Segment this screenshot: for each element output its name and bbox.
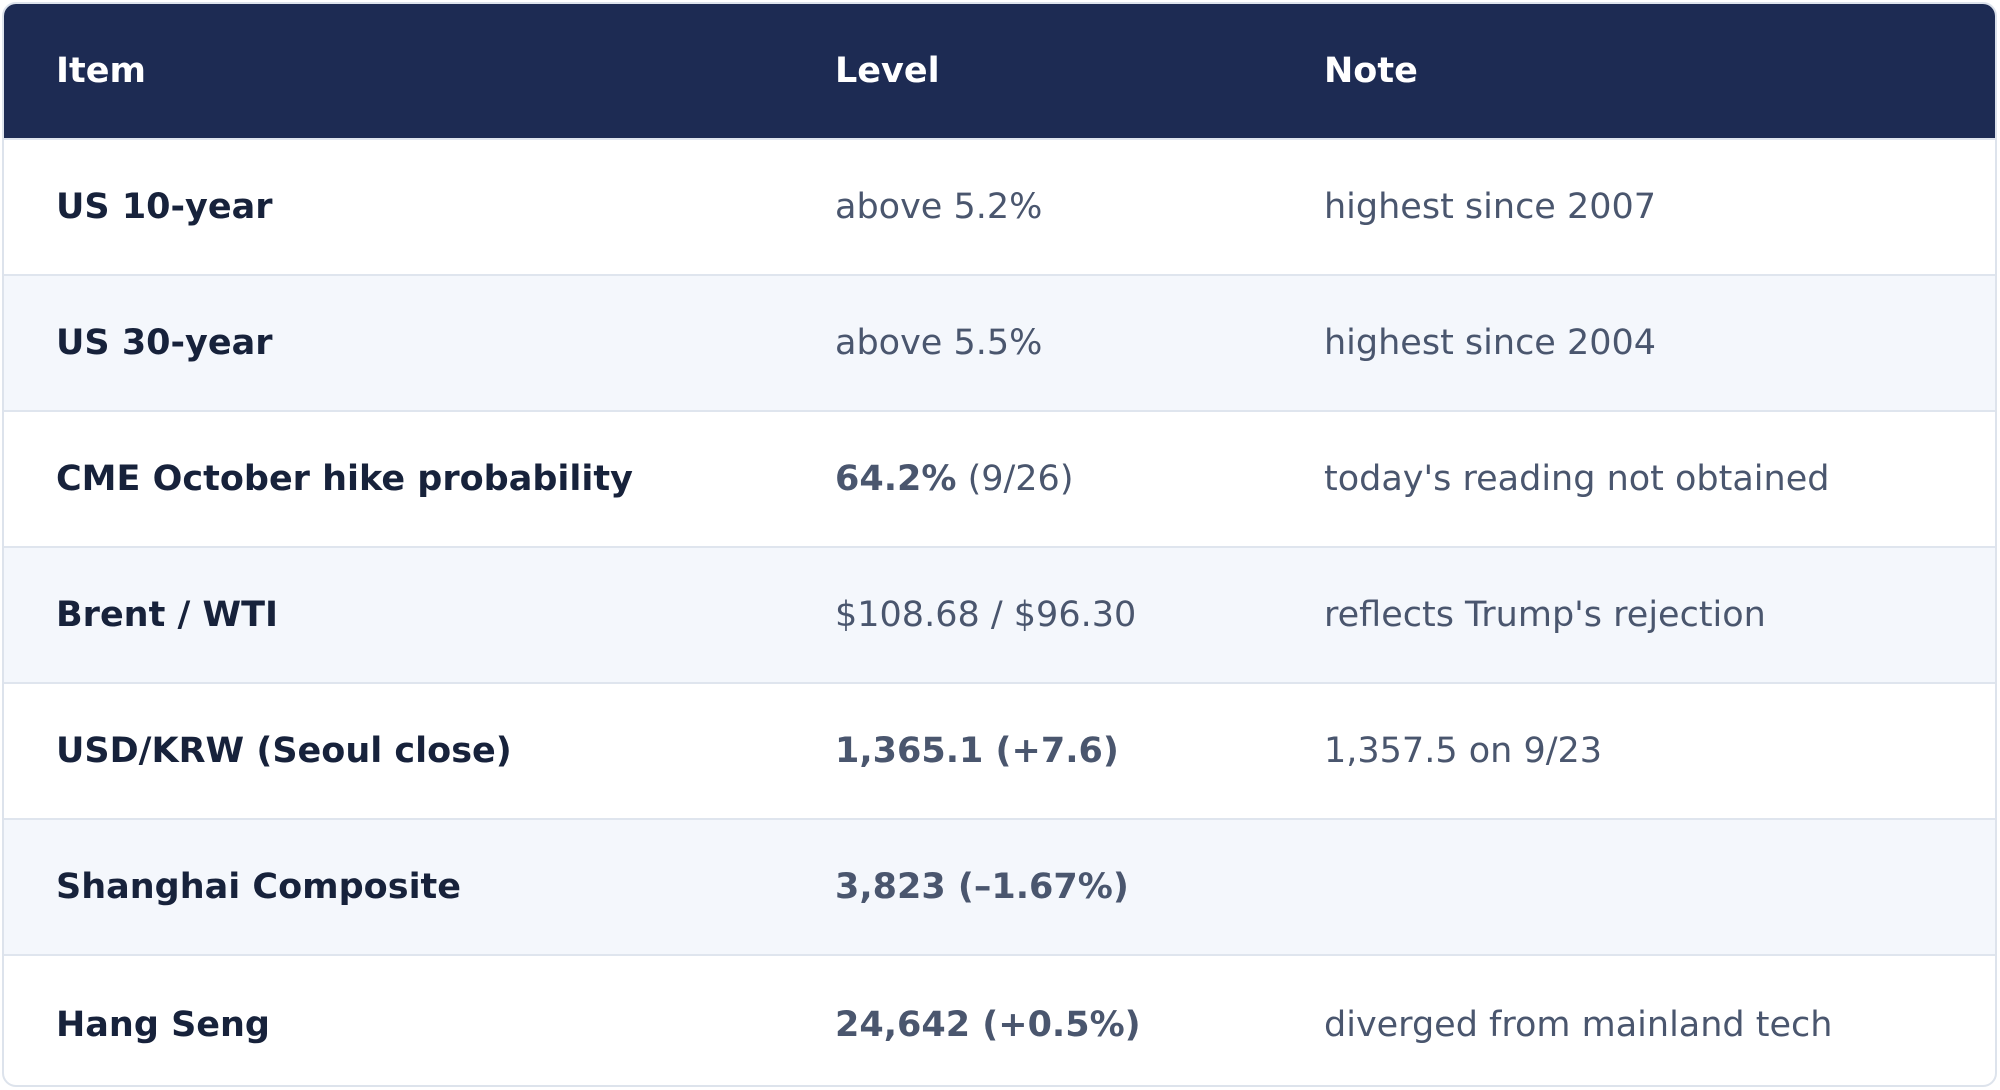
row-item: US 30-year <box>56 323 273 363</box>
table-row: Brent / WTI $108.68 / $96.30 reflects Tr… <box>4 547 1995 683</box>
row-level: 3,823 (–1.67%) <box>783 819 1272 955</box>
row-note: diverged from mainland tech <box>1324 1005 1833 1045</box>
table-header: Item Level Note <box>4 4 1995 139</box>
table-row: CME October hike probability 64.2% (9/26… <box>4 411 1995 547</box>
table-row: US 10-year above 5.2% highest since 2007 <box>4 139 1995 275</box>
table-row: Hang Seng 24,642 (+0.5%) diverged from m… <box>4 955 1995 1085</box>
level-value: 64.2% <box>835 459 957 499</box>
row-item: Hang Seng <box>56 1005 270 1045</box>
row-note: highest since 2007 <box>1324 187 1657 227</box>
level-value: 3,823 (–1.67%) <box>835 867 1129 907</box>
table-row: Shanghai Composite 3,823 (–1.67%) <box>4 819 1995 955</box>
table-body: US 10-year above 5.2% highest since 2007… <box>4 139 1995 1085</box>
level-value: 1,365.1 (+7.6) <box>835 731 1119 771</box>
row-item: Shanghai Composite <box>56 867 462 907</box>
row-note: highest since 2004 <box>1324 323 1657 363</box>
row-level: above 5.2% <box>783 139 1272 275</box>
row-item: CME October hike probability <box>56 459 633 499</box>
level-value: 24,642 (+0.5%) <box>835 1005 1141 1045</box>
row-level: above 5.5% <box>783 275 1272 411</box>
row-item: Brent / WTI <box>56 595 278 635</box>
row-note: reflects Trump's rejection <box>1324 595 1766 635</box>
row-item: US 10-year <box>56 187 273 227</box>
level-value: above 5.5% <box>835 323 1043 363</box>
table-row: USD/KRW (Seoul close) 1,365.1 (+7.6) 1,3… <box>4 683 1995 819</box>
row-level: 64.2% (9/26) <box>783 411 1272 547</box>
row-item: USD/KRW (Seoul close) <box>56 731 512 771</box>
header-note: Note <box>1324 51 1418 91</box>
data-table: Item Level Note US 10-year above 5.2% hi… <box>4 4 1995 1085</box>
row-level: $108.68 / $96.30 <box>783 547 1272 683</box>
table-row: US 30-year above 5.5% highest since 2004 <box>4 275 1995 411</box>
row-note: 1,357.5 on 9/23 <box>1324 731 1603 771</box>
level-value: above 5.2% <box>835 187 1043 227</box>
level-value: $108.68 / $96.30 <box>835 595 1137 635</box>
row-level: 24,642 (+0.5%) <box>783 955 1272 1085</box>
header-level: Level <box>835 51 940 91</box>
row-note <box>1272 819 1995 955</box>
row-level: 1,365.1 (+7.6) <box>783 683 1272 819</box>
level-date: (9/26) <box>956 459 1074 499</box>
header-item: Item <box>56 51 146 91</box>
row-note: today's reading not obtained <box>1324 459 1830 499</box>
header-row: Item Level Note <box>4 4 1995 139</box>
